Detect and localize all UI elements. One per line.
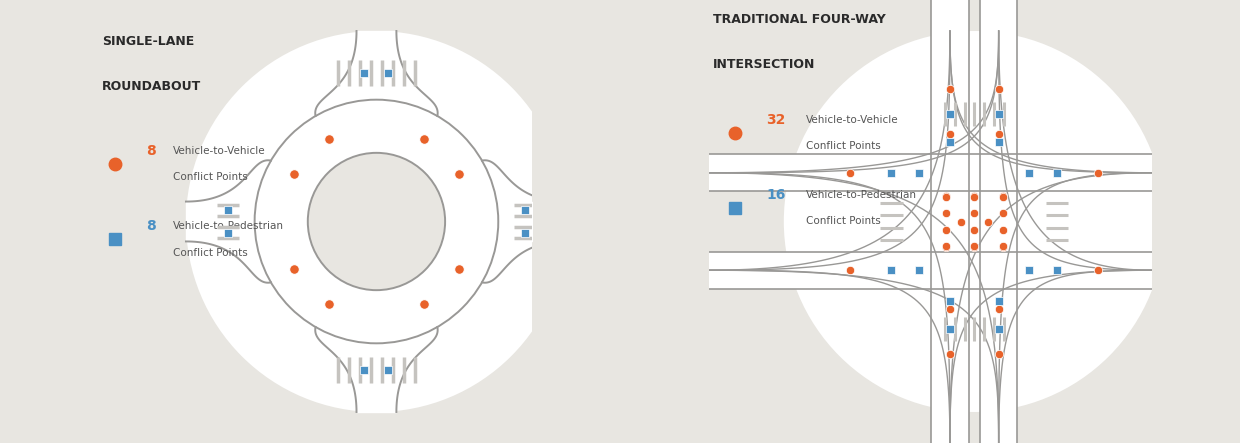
Circle shape	[784, 31, 1164, 412]
Text: Vehicle-to-Vehicle: Vehicle-to-Vehicle	[172, 146, 265, 155]
Text: Conflict Points: Conflict Points	[172, 248, 248, 257]
Bar	[931, 0, 968, 443]
Text: Vehicle-to-Pedestrian: Vehicle-to-Pedestrian	[806, 190, 916, 200]
Text: Conflict Points: Conflict Points	[172, 172, 248, 182]
Text: SINGLE-LANE: SINGLE-LANE	[102, 35, 193, 48]
Text: 32: 32	[766, 113, 785, 127]
Text: TRADITIONAL FOUR-WAY: TRADITIONAL FOUR-WAY	[713, 13, 885, 26]
Text: 8: 8	[146, 144, 156, 158]
Bar	[708, 154, 1152, 191]
Text: Conflict Points: Conflict Points	[806, 141, 880, 151]
Bar	[980, 0, 1017, 443]
Text: INTERSECTION: INTERSECTION	[713, 58, 816, 70]
Circle shape	[308, 153, 445, 290]
Text: 16: 16	[766, 188, 785, 202]
Text: ROUNDABOUT: ROUNDABOUT	[102, 80, 201, 93]
Text: Vehicle-to-Pedestrian: Vehicle-to-Pedestrian	[172, 221, 284, 231]
Circle shape	[186, 31, 567, 412]
Text: Vehicle-to-Vehicle: Vehicle-to-Vehicle	[806, 115, 899, 124]
Text: 8: 8	[146, 219, 156, 233]
Text: Conflict Points: Conflict Points	[806, 217, 880, 226]
Bar	[708, 252, 1152, 289]
